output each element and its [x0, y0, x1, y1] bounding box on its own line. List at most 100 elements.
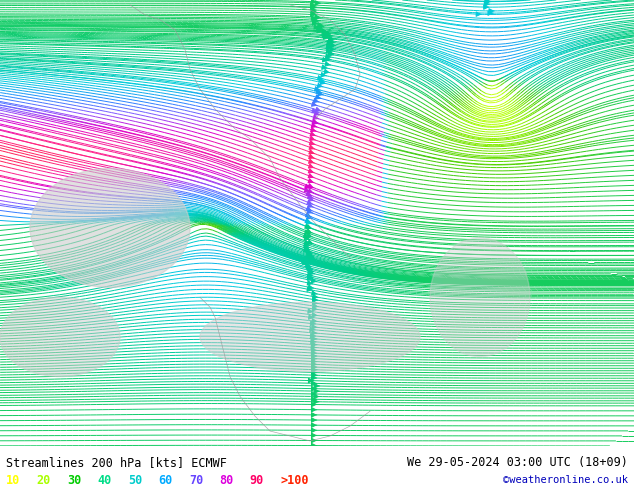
FancyArrowPatch shape	[304, 240, 310, 245]
FancyArrowPatch shape	[312, 331, 317, 335]
FancyArrowPatch shape	[311, 348, 317, 352]
FancyArrowPatch shape	[310, 258, 316, 262]
FancyArrowPatch shape	[313, 115, 319, 120]
FancyArrowPatch shape	[320, 80, 326, 84]
FancyArrowPatch shape	[302, 259, 307, 263]
FancyArrowPatch shape	[314, 399, 319, 404]
FancyArrowPatch shape	[311, 408, 317, 412]
FancyArrowPatch shape	[314, 111, 320, 116]
FancyArrowPatch shape	[306, 213, 311, 217]
FancyArrowPatch shape	[307, 233, 313, 237]
FancyArrowPatch shape	[327, 33, 332, 37]
FancyArrowPatch shape	[313, 21, 318, 25]
FancyArrowPatch shape	[310, 334, 316, 338]
FancyArrowPatch shape	[328, 40, 333, 44]
FancyArrowPatch shape	[309, 136, 316, 141]
Text: 40: 40	[98, 474, 112, 487]
FancyArrowPatch shape	[305, 224, 311, 228]
FancyArrowPatch shape	[311, 381, 317, 386]
FancyArrowPatch shape	[309, 141, 315, 145]
FancyArrowPatch shape	[313, 19, 318, 24]
FancyArrowPatch shape	[306, 259, 312, 263]
FancyArrowPatch shape	[308, 169, 314, 173]
FancyArrowPatch shape	[311, 278, 317, 283]
FancyArrowPatch shape	[311, 392, 317, 396]
FancyArrowPatch shape	[314, 394, 320, 399]
FancyArrowPatch shape	[313, 10, 318, 14]
FancyArrowPatch shape	[318, 24, 324, 28]
FancyArrowPatch shape	[304, 242, 309, 246]
Text: ©weatheronline.co.uk: ©weatheronline.co.uk	[503, 475, 628, 485]
FancyArrowPatch shape	[311, 356, 317, 361]
FancyArrowPatch shape	[306, 250, 312, 254]
Text: 50: 50	[128, 474, 142, 487]
FancyArrowPatch shape	[311, 433, 317, 438]
FancyArrowPatch shape	[313, 98, 319, 102]
FancyArrowPatch shape	[309, 256, 315, 261]
FancyArrowPatch shape	[307, 253, 313, 257]
FancyArrowPatch shape	[323, 57, 328, 62]
FancyArrowPatch shape	[308, 164, 314, 168]
Text: 90: 90	[250, 474, 264, 487]
FancyArrowPatch shape	[304, 256, 310, 260]
FancyArrowPatch shape	[311, 428, 317, 433]
FancyArrowPatch shape	[307, 267, 313, 270]
FancyArrowPatch shape	[310, 321, 316, 326]
FancyArrowPatch shape	[312, 318, 318, 323]
FancyArrowPatch shape	[311, 413, 317, 417]
Ellipse shape	[200, 302, 420, 371]
FancyArrowPatch shape	[307, 251, 313, 256]
FancyArrowPatch shape	[308, 257, 314, 262]
FancyArrowPatch shape	[308, 173, 314, 178]
FancyArrowPatch shape	[307, 194, 313, 198]
FancyArrowPatch shape	[314, 384, 320, 388]
FancyArrowPatch shape	[312, 373, 318, 377]
FancyArrowPatch shape	[304, 244, 309, 248]
FancyArrowPatch shape	[310, 327, 315, 332]
FancyArrowPatch shape	[304, 230, 310, 234]
FancyArrowPatch shape	[306, 265, 312, 269]
Text: 60: 60	[158, 474, 172, 487]
FancyArrowPatch shape	[311, 423, 317, 427]
FancyArrowPatch shape	[307, 258, 313, 263]
FancyArrowPatch shape	[304, 260, 310, 265]
FancyArrowPatch shape	[302, 259, 308, 263]
FancyArrowPatch shape	[312, 291, 317, 295]
FancyArrowPatch shape	[316, 89, 322, 94]
FancyArrowPatch shape	[324, 69, 330, 74]
FancyArrowPatch shape	[312, 307, 318, 311]
FancyArrowPatch shape	[311, 123, 317, 127]
FancyArrowPatch shape	[316, 107, 321, 112]
FancyArrowPatch shape	[309, 159, 314, 163]
FancyArrowPatch shape	[306, 263, 311, 267]
FancyArrowPatch shape	[311, 354, 317, 358]
FancyArrowPatch shape	[309, 257, 316, 261]
FancyArrowPatch shape	[304, 257, 309, 261]
FancyArrowPatch shape	[311, 0, 317, 4]
FancyArrowPatch shape	[311, 8, 316, 12]
FancyArrowPatch shape	[311, 376, 317, 380]
FancyArrowPatch shape	[313, 120, 318, 124]
FancyArrowPatch shape	[313, 294, 318, 299]
Text: 80: 80	[219, 474, 233, 487]
FancyArrowPatch shape	[305, 184, 311, 188]
FancyArrowPatch shape	[318, 75, 323, 80]
FancyArrowPatch shape	[322, 33, 328, 38]
FancyArrowPatch shape	[304, 188, 310, 192]
FancyArrowPatch shape	[311, 370, 317, 375]
FancyArrowPatch shape	[309, 150, 314, 154]
FancyArrowPatch shape	[303, 248, 309, 252]
FancyArrowPatch shape	[307, 203, 314, 207]
FancyArrowPatch shape	[307, 200, 313, 204]
FancyArrowPatch shape	[309, 145, 315, 149]
FancyArrowPatch shape	[321, 29, 327, 33]
FancyArrowPatch shape	[303, 234, 309, 238]
FancyArrowPatch shape	[312, 325, 317, 329]
FancyArrowPatch shape	[307, 272, 313, 277]
FancyArrowPatch shape	[484, 5, 489, 9]
FancyArrowPatch shape	[328, 52, 334, 56]
FancyArrowPatch shape	[314, 389, 320, 393]
FancyArrowPatch shape	[311, 397, 317, 401]
FancyArrowPatch shape	[327, 41, 332, 45]
FancyArrowPatch shape	[311, 443, 317, 448]
